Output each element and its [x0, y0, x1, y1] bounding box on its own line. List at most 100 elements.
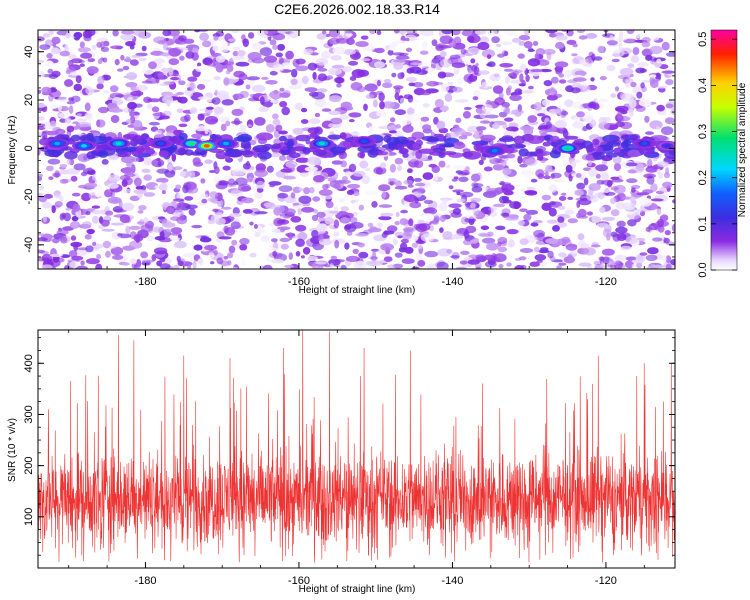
spectrogram-band-blob [402, 152, 409, 158]
spectrogram-noise-blob [225, 215, 235, 222]
spectrogram-noise-blob [483, 166, 493, 172]
spectrogram-noise-blob [47, 68, 54, 74]
spectrogram-noise-blob [129, 240, 143, 249]
spectrogram-noise-blob [314, 261, 327, 265]
spectrogram-noise-blob [357, 242, 366, 248]
spectrogram-noise-blob [655, 125, 661, 131]
spectrogram-noise-blob [561, 192, 567, 196]
spectrogram-noise-blob [316, 33, 327, 40]
spectrogram-noise-blob [97, 75, 105, 85]
spectrogram-noise-blob [184, 196, 194, 201]
spectrogram-noise-blob [552, 225, 560, 232]
spectrogram-noise-blob [213, 166, 220, 175]
spectrogram-band-blob [535, 148, 544, 154]
spectrogram-noise-blob [439, 227, 444, 233]
spectrogram-noise-blob [129, 111, 135, 117]
spectrogram-panel: -180 -160 -140 -120 -40 -20 0 20 40 Height of st… [7, 29, 676, 296]
spectrogram-noise-blob [446, 248, 453, 254]
spectrogram-noise-blob [649, 74, 657, 78]
spectrogram-noise-blob [486, 206, 492, 216]
spectrogram-noise-blob [135, 185, 144, 190]
spectrogram-noise-blob [282, 62, 291, 66]
spectrogram-noise-blob [242, 209, 253, 214]
spectrogram-noise-blob [406, 67, 415, 74]
spectrogram-noise-blob [462, 111, 471, 119]
spectrogram-noise-blob [131, 54, 142, 58]
spectrogram-noise-blob [143, 96, 152, 104]
spectrogram-noise-blob [194, 30, 200, 33]
spectrogram-noise-blob [649, 45, 663, 55]
spectrogram-noise-blob [387, 49, 394, 56]
spectrogram-noise-blob [290, 216, 302, 223]
spectrogram-noise-blob [504, 76, 511, 84]
spectrogram-noise-blob [213, 75, 221, 81]
spectrogram-band-blob [132, 135, 143, 145]
spectrogram-noise-blob [84, 102, 91, 112]
spectrogram-noise-blob [394, 252, 403, 258]
spectrogram-noise-blob [351, 131, 360, 137]
spectrogram-noise-blob [398, 130, 404, 136]
spectrogram-noise-blob [452, 233, 464, 240]
spectrogram-band-blob [295, 134, 311, 142]
spectrogram-noise-blob [586, 192, 594, 201]
spectrogram-noise-blob [285, 161, 298, 168]
spectrogram-noise-blob [431, 39, 438, 47]
spectrogram-noise-blob [254, 169, 268, 178]
spectrogram-noise-blob [433, 176, 439, 181]
spectrogram-noise-blob [348, 119, 355, 123]
x-tick-label: -180 [134, 575, 156, 587]
spectrogram-noise-blob [290, 78, 298, 86]
spectrogram-noise-blob [38, 195, 47, 203]
spectrogram-noise-blob [76, 118, 87, 122]
spectrogram-noise-blob [473, 66, 480, 75]
colorbar-ticks: 0.0 0.1 0.2 0.3 0.4 0.5 [697, 32, 737, 278]
spectrogram-noise-blob [392, 263, 404, 269]
spectrogram-noise-blob [395, 124, 401, 129]
spectrogram-noise-blob [444, 93, 453, 102]
spectrogram-noise-blob [554, 61, 569, 68]
spectrogram-noise-blob [378, 204, 393, 208]
spectrogram-noise-blob [555, 41, 565, 50]
spectrogram-noise-blob [245, 84, 251, 90]
spectrogram-noise-blob [397, 72, 405, 80]
spectrogram-noise-blob [471, 186, 483, 193]
spectrogram-noise-blob [64, 44, 69, 53]
spectrogram-noise-blob [311, 91, 325, 100]
spectrogram-noise-blob [239, 124, 246, 133]
spectrogram-noise-blob [273, 207, 282, 216]
spectrogram-noise-blob [609, 197, 617, 205]
spectrogram-noise-blob [593, 56, 603, 61]
spectrogram-noise-blob [233, 55, 245, 61]
spectrogram-band-blob [622, 139, 632, 147]
spectrogram-noise-blob [486, 63, 492, 67]
spectrogram-noise-blob [292, 127, 304, 135]
spectrogram-noise-blob [646, 175, 655, 185]
spectrogram-noise-blob [260, 235, 271, 242]
spectrogram-noise-blob [209, 191, 218, 199]
spectrogram-hot-spot [203, 144, 210, 148]
spectrogram-hot-spot [223, 141, 229, 146]
spectrogram-noise-blob [148, 121, 160, 126]
spectrogram-noise-blob [316, 211, 326, 218]
spectrogram-hot-spot [81, 144, 87, 148]
spectrogram-noise-blob [652, 237, 663, 242]
spectrogram-noise-blob [253, 185, 257, 194]
spectrogram-noise-blob [284, 264, 294, 269]
spectrogram-noise-blob [572, 43, 578, 48]
spectrogram-noise-blob [610, 93, 617, 98]
spectrogram-noise-blob [105, 210, 114, 216]
spectrogram-noise-blob [307, 62, 318, 71]
spectrogram-noise-blob [393, 61, 403, 70]
spectrogram-noise-blob [663, 237, 670, 244]
spectrogram-noise-blob [478, 159, 484, 165]
spectrogram-noise-blob [566, 30, 574, 37]
spectrogram-noise-blob [482, 237, 496, 244]
spectrogram-noise-blob [57, 104, 63, 112]
spectrogram-noise-blob [50, 86, 56, 90]
spectrogram-noise-blob [161, 190, 166, 195]
spectrogram-noise-blob [344, 242, 350, 250]
spectrogram-noise-blob [524, 158, 538, 167]
spectrogram-noise-blob [54, 201, 63, 208]
spectrogram-noise-blob [529, 261, 540, 267]
spectrogram-noise-blob [610, 231, 618, 238]
